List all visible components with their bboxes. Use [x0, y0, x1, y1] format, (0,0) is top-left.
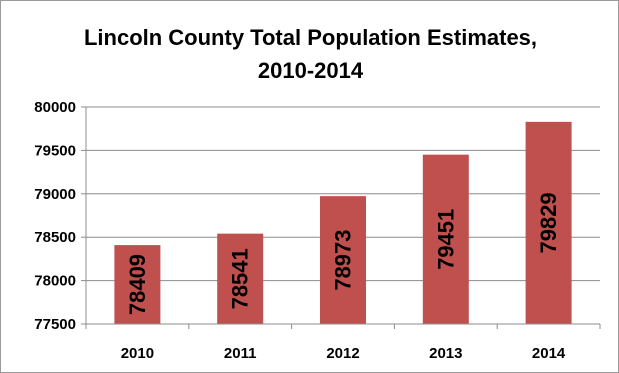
bar-2011 — [217, 233, 264, 324]
data-label: 78973 — [331, 229, 356, 290]
x-tick-label: 2013 — [429, 345, 462, 362]
bar-2010 — [114, 245, 161, 324]
bar-2013 — [422, 154, 469, 324]
data-label: 78409 — [125, 254, 150, 315]
chart-title: Lincoln County Total Population Estimate… — [1, 21, 619, 87]
x-tick-label: 2011 — [224, 345, 257, 362]
bar-2014 — [525, 121, 572, 324]
data-labels: 78409 78541 78973 79451 79829 — [125, 192, 561, 315]
data-label: 79451 — [433, 209, 458, 270]
y-tick-label: 78500 — [34, 229, 76, 246]
data-label: 78541 — [228, 248, 253, 309]
axes — [85, 107, 601, 329]
y-axis-tick-labels: 77500 78000 78500 79000 79500 80000 — [34, 99, 76, 333]
x-axis-tick-labels: 2010 2011 2012 2013 2014 — [121, 345, 566, 362]
y-tick-label: 77500 — [34, 316, 76, 333]
bar-2012 — [320, 196, 366, 324]
bars — [114, 121, 572, 324]
y-tick-label: 78000 — [34, 273, 76, 290]
y-tick-label: 79000 — [34, 186, 76, 203]
x-tick-label: 2012 — [326, 345, 359, 362]
chart-title-line-2: 2010-2014 — [257, 58, 364, 83]
x-tick-label: 2010 — [121, 345, 154, 362]
y-tick-label: 80000 — [34, 99, 76, 116]
x-tick-label: 2014 — [532, 345, 566, 362]
y-tick-label: 79500 — [34, 142, 76, 159]
data-label: 79829 — [536, 192, 561, 253]
chart-title-line-1: Lincoln County Total Population Estimate… — [83, 25, 538, 50]
